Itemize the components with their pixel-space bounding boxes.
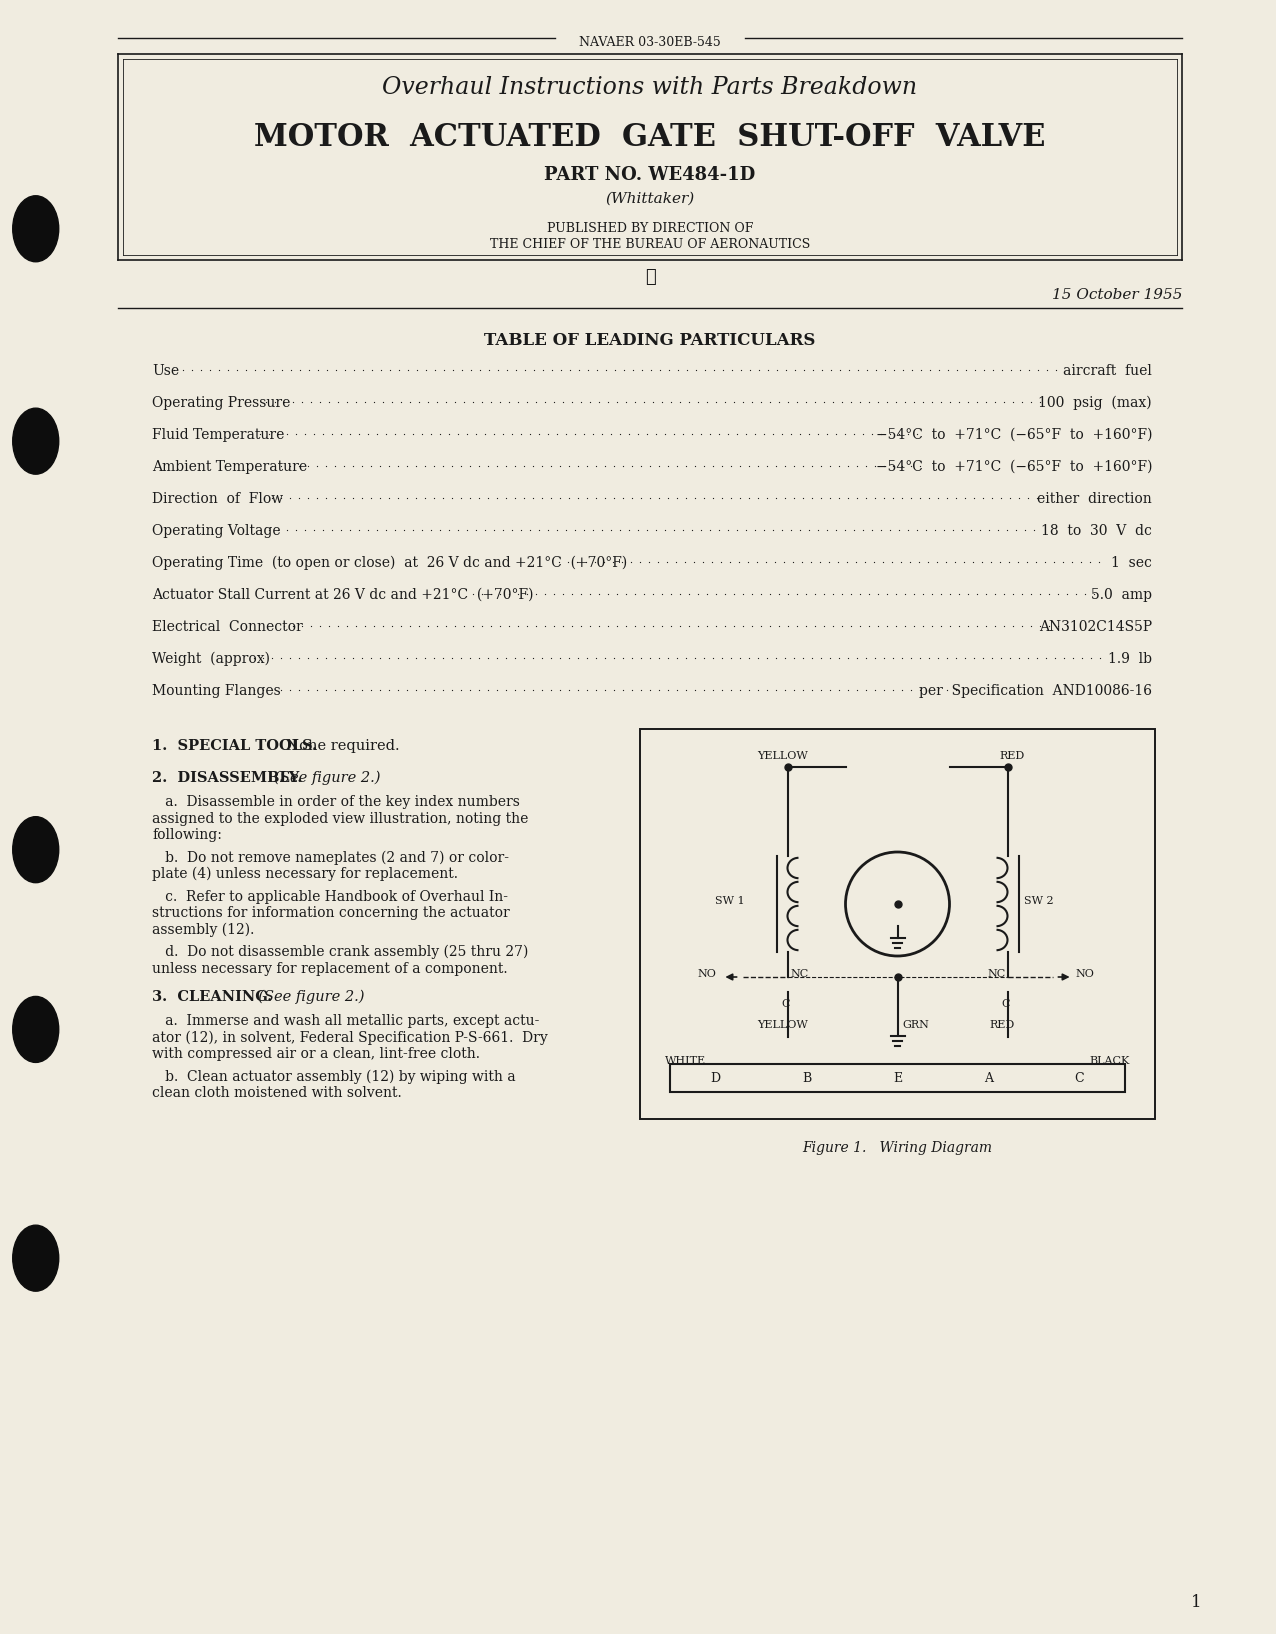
Text: clean cloth moistened with solvent.: clean cloth moistened with solvent. bbox=[152, 1087, 402, 1100]
Text: BLACK: BLACK bbox=[1090, 1056, 1131, 1065]
Text: GRN: GRN bbox=[902, 1020, 929, 1029]
Text: 2.  DISASSEMBLY.: 2. DISASSEMBLY. bbox=[152, 771, 302, 784]
Text: 18  to  30  V  dc: 18 to 30 V dc bbox=[1041, 525, 1152, 538]
Text: RED: RED bbox=[1000, 752, 1025, 761]
Text: ator (12), in solvent, Federal Specification P-S-661.  Dry: ator (12), in solvent, Federal Specifica… bbox=[152, 1031, 547, 1044]
Text: with compressed air or a clean, lint-free cloth.: with compressed air or a clean, lint-fre… bbox=[152, 1047, 480, 1060]
Text: (See figure 2.): (See figure 2.) bbox=[265, 771, 380, 786]
Text: YELLOW: YELLOW bbox=[757, 1020, 808, 1029]
Text: RED: RED bbox=[990, 1020, 1016, 1029]
Text: NO: NO bbox=[698, 969, 716, 979]
Text: Direction  of  Flow: Direction of Flow bbox=[152, 492, 283, 507]
Text: 1.9  lb: 1.9 lb bbox=[1108, 652, 1152, 667]
Text: C: C bbox=[781, 998, 790, 1010]
Text: NC: NC bbox=[988, 969, 1005, 979]
Text: following:: following: bbox=[152, 828, 222, 842]
Text: None required.: None required. bbox=[277, 739, 399, 753]
Text: THE CHIEF OF THE BUREAU OF AERONAUTICS: THE CHIEF OF THE BUREAU OF AERONAUTICS bbox=[490, 239, 810, 252]
Text: 5.0  amp: 5.0 amp bbox=[1091, 588, 1152, 601]
Text: assigned to the exploded view illustration, noting the: assigned to the exploded view illustrati… bbox=[152, 812, 528, 825]
Text: SW 2: SW 2 bbox=[1023, 895, 1053, 905]
Text: c.  Refer to applicable Handbook of Overhaul In-: c. Refer to applicable Handbook of Overh… bbox=[152, 889, 508, 904]
Text: Operating Pressure: Operating Pressure bbox=[152, 395, 291, 410]
Text: aircraft  fuel: aircraft fuel bbox=[1063, 364, 1152, 377]
Text: b.  Clean actuator assembly (12) by wiping with a: b. Clean actuator assembly (12) by wipin… bbox=[152, 1070, 516, 1083]
Text: D: D bbox=[711, 1072, 721, 1085]
Ellipse shape bbox=[13, 196, 59, 261]
Text: 1: 1 bbox=[1191, 1595, 1201, 1611]
Text: −54°C  to  +71°C  (−65°F  to  +160°F): −54°C to +71°C (−65°F to +160°F) bbox=[875, 428, 1152, 443]
Text: Ambient Temperature: Ambient Temperature bbox=[152, 461, 308, 474]
Text: TABLE OF LEADING PARTICULARS: TABLE OF LEADING PARTICULARS bbox=[485, 332, 815, 350]
Text: ★: ★ bbox=[644, 268, 656, 286]
Text: PUBLISHED BY DIRECTION OF: PUBLISHED BY DIRECTION OF bbox=[547, 222, 753, 235]
Text: YELLOW: YELLOW bbox=[757, 752, 808, 761]
Text: Operating Time  (to open or close)  at  26 V dc and +21°C  (+70°F): Operating Time (to open or close) at 26 … bbox=[152, 556, 628, 570]
Text: assembly (12).: assembly (12). bbox=[152, 923, 254, 936]
Bar bbox=[670, 1064, 1125, 1092]
Text: Overhaul Instructions with Parts Breakdown: Overhaul Instructions with Parts Breakdo… bbox=[383, 77, 917, 100]
Text: C: C bbox=[1074, 1072, 1085, 1085]
Bar bbox=[641, 729, 1155, 1119]
Text: plate (4) unless necessary for replacement.: plate (4) unless necessary for replaceme… bbox=[152, 868, 458, 881]
Text: 100  psig  (max): 100 psig (max) bbox=[1039, 395, 1152, 410]
Text: a.  Disassemble in order of the key index numbers: a. Disassemble in order of the key index… bbox=[152, 796, 519, 809]
Text: d.  Do not disassemble crank assembly (25 thru 27): d. Do not disassemble crank assembly (25… bbox=[152, 944, 528, 959]
Text: AN3102C14S5P: AN3102C14S5P bbox=[1039, 619, 1152, 634]
Text: unless necessary for replacement of a component.: unless necessary for replacement of a co… bbox=[152, 961, 508, 975]
Text: B: B bbox=[801, 1072, 812, 1085]
Text: Electrical  Connector: Electrical Connector bbox=[152, 619, 302, 634]
Text: −54°C  to  +71°C  (−65°F  to  +160°F): −54°C to +71°C (−65°F to +160°F) bbox=[875, 461, 1152, 474]
Text: Fluid Temperature: Fluid Temperature bbox=[152, 428, 285, 443]
Ellipse shape bbox=[13, 997, 59, 1062]
Text: Mounting Flanges: Mounting Flanges bbox=[152, 685, 281, 698]
Text: per  Specification  AND10086-16: per Specification AND10086-16 bbox=[919, 685, 1152, 698]
Text: NO: NO bbox=[1076, 969, 1095, 979]
Ellipse shape bbox=[13, 408, 59, 474]
Text: PART NO. WE484-1D: PART NO. WE484-1D bbox=[545, 167, 755, 185]
Text: WHITE: WHITE bbox=[665, 1056, 706, 1065]
Text: C: C bbox=[1002, 998, 1011, 1010]
Text: E: E bbox=[893, 1072, 902, 1085]
Text: SW 1: SW 1 bbox=[715, 895, 744, 905]
Ellipse shape bbox=[13, 1226, 59, 1291]
Text: MOTOR  ACTUATED  GATE  SHUT-OFF  VALVE: MOTOR ACTUATED GATE SHUT-OFF VALVE bbox=[254, 123, 1046, 154]
Text: structions for information concerning the actuator: structions for information concerning th… bbox=[152, 905, 509, 920]
Ellipse shape bbox=[13, 817, 59, 882]
Text: Actuator Stall Current at 26 V dc and +21°C  (+70°F): Actuator Stall Current at 26 V dc and +2… bbox=[152, 588, 533, 601]
Text: 1  sec: 1 sec bbox=[1111, 556, 1152, 570]
Text: 3.  CLEANING.: 3. CLEANING. bbox=[152, 990, 272, 1003]
Text: (See figure 2.): (See figure 2.) bbox=[249, 990, 365, 1005]
Text: either  direction: either direction bbox=[1037, 492, 1152, 507]
Text: Use: Use bbox=[152, 364, 179, 377]
Text: 15 October 1955: 15 October 1955 bbox=[1051, 288, 1182, 302]
Text: Figure 1.   Wiring Diagram: Figure 1. Wiring Diagram bbox=[803, 1141, 993, 1155]
Text: 1.  SPECIAL TOOLS.: 1. SPECIAL TOOLS. bbox=[152, 739, 318, 753]
Text: a.  Immerse and wash all metallic parts, except actu-: a. Immerse and wash all metallic parts, … bbox=[152, 1015, 540, 1028]
Text: NAVAER 03-30EB-545: NAVAER 03-30EB-545 bbox=[579, 36, 721, 49]
Text: Weight  (approx): Weight (approx) bbox=[152, 652, 271, 667]
Text: b.  Do not remove nameplates (2 and 7) or color-: b. Do not remove nameplates (2 and 7) or… bbox=[152, 851, 509, 864]
Text: Operating Voltage: Operating Voltage bbox=[152, 525, 281, 538]
Text: (Whittaker): (Whittaker) bbox=[605, 193, 694, 206]
Text: A: A bbox=[984, 1072, 993, 1085]
Text: NC: NC bbox=[791, 969, 809, 979]
